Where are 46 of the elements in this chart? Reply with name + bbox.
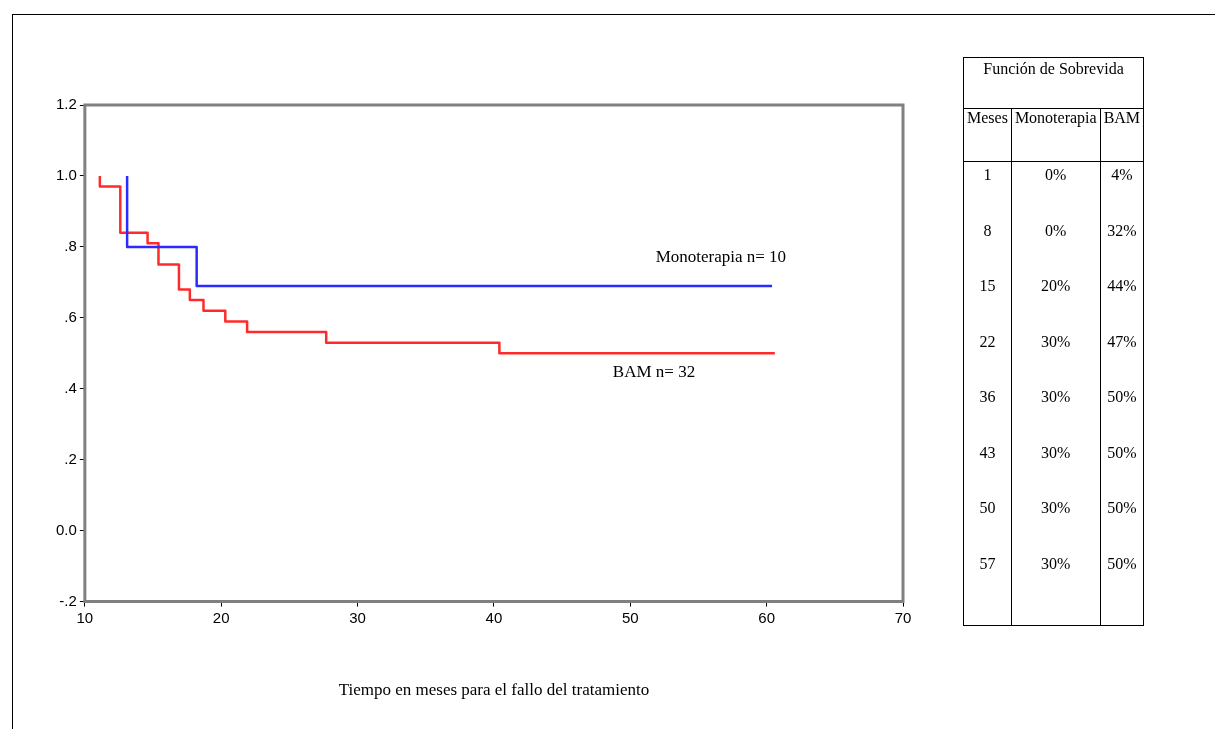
y-tick-label: .6 <box>64 307 77 325</box>
data-label: 30% <box>1011 328 1101 384</box>
category-label: 57 <box>963 550 1012 625</box>
x-tick-label: 10 <box>76 608 94 626</box>
data-label: 50% <box>1100 439 1144 495</box>
data-label: 50% <box>1100 495 1144 551</box>
category-label: 1 <box>963 161 1012 218</box>
series-label: BAM n= 32 <box>612 362 696 382</box>
data-label: 50% <box>1100 550 1144 625</box>
text: Monoterapia <box>1011 108 1101 162</box>
text: BAM <box>1100 108 1144 162</box>
y-tick-label: 1.0 <box>55 166 77 184</box>
y-tick-label: -.2 <box>59 591 77 609</box>
x-tick-label: 60 <box>758 608 775 626</box>
data-label: 50% <box>1100 384 1144 440</box>
y-tick-label: .8 <box>64 237 77 255</box>
category-label: 22 <box>963 328 1012 384</box>
x-tick-label: 50 <box>621 608 639 626</box>
category-label: 50 <box>963 495 1012 551</box>
data-label: 4% <box>1100 161 1144 218</box>
text: Meses <box>963 108 1012 162</box>
category-label: 43 <box>963 439 1012 495</box>
data-label: 30% <box>1011 439 1101 495</box>
series-label: Monoterapia n= 10 <box>655 246 787 266</box>
y-tick-label: .2 <box>64 449 77 467</box>
y-tick-label: 1.2 <box>55 95 77 113</box>
x-tick-label: 20 <box>212 608 230 626</box>
x-axis-title: Tiempo en meses para el fallo del tratamiento <box>338 680 650 700</box>
category-label: 36 <box>963 384 1012 440</box>
data-label: 47% <box>1100 328 1144 384</box>
data-label: 30% <box>1011 550 1101 625</box>
text: Función de Sobrevida <box>963 57 1144 109</box>
data-label: 30% <box>1011 384 1101 440</box>
data-label: 30% <box>1011 495 1101 551</box>
x-tick-label: 30 <box>349 608 366 626</box>
category-label: 15 <box>963 273 1012 329</box>
data-label: 44% <box>1100 273 1144 329</box>
category-label: 8 <box>963 217 1012 273</box>
y-tick-label: 0.0 <box>55 520 77 538</box>
data-label: 0% <box>1011 161 1101 218</box>
data-label: 20% <box>1011 273 1101 329</box>
x-tick-label: 40 <box>485 608 503 626</box>
data-label: 32% <box>1100 217 1144 273</box>
data-label: 0% <box>1011 217 1101 273</box>
x-tick-label: 70 <box>894 608 912 626</box>
y-tick-label: .4 <box>64 378 77 396</box>
